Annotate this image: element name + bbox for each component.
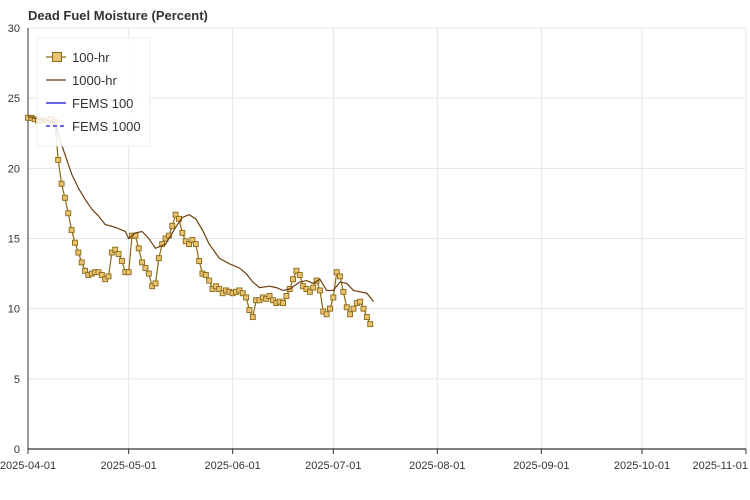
- data-point[interactable]: [118, 258, 125, 264]
- data-point[interactable]: [172, 211, 179, 218]
- data-point[interactable]: [105, 273, 112, 280]
- data-point[interactable]: [179, 229, 186, 236]
- data-point[interactable]: [350, 305, 357, 312]
- data-point[interactable]: [68, 227, 75, 234]
- data-point[interactable]: [206, 277, 213, 284]
- axes: [27, 28, 747, 454]
- data-point[interactable]: [343, 304, 350, 311]
- x-tick-label: 2025-11-01: [693, 460, 748, 472]
- data-point[interactable]: [82, 267, 88, 274]
- data-point[interactable]: [306, 288, 313, 295]
- data-point[interactable]: [246, 307, 253, 314]
- data-point[interactable]: [142, 265, 149, 271]
- data-point[interactable]: [323, 311, 330, 318]
- data-point[interactable]: [327, 305, 333, 312]
- data-point[interactable]: [363, 314, 370, 321]
- legend[interactable]: 100-hr 1000-hr FEMS 100 FEMS 1000: [36, 37, 151, 147]
- chart-title: Dead Fuel Moisture (Percent): [28, 8, 208, 23]
- data-point[interactable]: [360, 305, 367, 312]
- legend-item[interactable]: FEMS 100: [46, 96, 133, 111]
- legend-label: 100-hr: [72, 50, 110, 65]
- x-tick-label: 2025-04-01: [0, 460, 56, 472]
- legend-marker: [52, 52, 62, 62]
- data-point[interactable]: [293, 267, 300, 274]
- data-point[interactable]: [296, 272, 303, 278]
- y-tick-label: 15: [8, 234, 20, 246]
- data-point[interactable]: [112, 246, 119, 253]
- y-tick-label: 0: [14, 444, 20, 456]
- data-point[interactable]: [249, 314, 256, 321]
- data-point[interactable]: [243, 294, 250, 301]
- data-point[interactable]: [169, 222, 176, 229]
- legend-label: FEMS 1000: [72, 119, 141, 134]
- y-tick-label: 30: [8, 23, 20, 35]
- data-point[interactable]: [202, 272, 209, 278]
- series-line-1000-hr: [27, 115, 375, 303]
- data-point[interactable]: [135, 245, 142, 252]
- data-point[interactable]: [216, 286, 223, 292]
- x-tick-label: 2025-06-01: [205, 460, 261, 472]
- data-point[interactable]: [316, 287, 323, 294]
- x-tick-label: 2025-08-01: [409, 460, 465, 472]
- data-point[interactable]: [58, 180, 65, 187]
- legend-item[interactable]: FEMS 1000: [46, 119, 141, 134]
- legend-item[interactable]: 100-hr: [46, 50, 110, 65]
- x-tick-label: 2025-05-01: [101, 460, 157, 472]
- data-point[interactable]: [55, 156, 62, 163]
- data-point[interactable]: [337, 273, 343, 280]
- data-point[interactable]: [330, 294, 337, 301]
- data-point[interactable]: [192, 241, 199, 248]
- data-point[interactable]: [186, 241, 192, 248]
- y-tick-label: 10: [8, 304, 20, 316]
- data-point[interactable]: [310, 284, 317, 291]
- data-point[interactable]: [78, 259, 85, 266]
- y-tick-label: 20: [8, 163, 20, 175]
- data-point[interactable]: [280, 300, 286, 307]
- x-tick-label: 2025-10-01: [614, 460, 670, 472]
- data-point[interactable]: [340, 288, 347, 295]
- data-point[interactable]: [333, 269, 340, 276]
- y-tick-label: 25: [8, 93, 20, 105]
- data-point[interactable]: [65, 210, 72, 217]
- data-point[interactable]: [125, 269, 132, 276]
- data-point[interactable]: [115, 250, 122, 257]
- data-point[interactable]: [290, 276, 297, 283]
- data-point[interactable]: [196, 258, 203, 264]
- data-point[interactable]: [145, 270, 152, 277]
- legend-label: FEMS 100: [72, 96, 133, 111]
- data-point[interactable]: [347, 311, 354, 318]
- data-point[interactable]: [72, 239, 78, 246]
- data-point[interactable]: [75, 249, 82, 256]
- y-tick-label: 5: [14, 374, 20, 386]
- data-point[interactable]: [357, 298, 364, 305]
- data-point[interactable]: [139, 259, 146, 266]
- data-point[interactable]: [152, 280, 159, 287]
- data-point[interactable]: [98, 272, 105, 278]
- data-point[interactable]: [367, 321, 374, 328]
- legend-label: 1000-hr: [72, 73, 117, 88]
- tick-labels: 0 5 10 15 20 25 30 2025-04-01 2025-05-01 2025-06-…: [0, 23, 748, 472]
- data-point[interactable]: [283, 293, 290, 299]
- legend-item[interactable]: 1000-hr: [46, 73, 117, 88]
- data-point[interactable]: [61, 194, 68, 201]
- data-point[interactable]: [239, 290, 246, 297]
- data-point[interactable]: [155, 255, 162, 262]
- series-layer: [25, 114, 375, 328]
- data-point[interactable]: [266, 293, 273, 299]
- x-tick-label: 2025-07-01: [305, 460, 361, 472]
- data-point[interactable]: [189, 236, 196, 243]
- x-tick-label: 2025-09-01: [513, 460, 569, 472]
